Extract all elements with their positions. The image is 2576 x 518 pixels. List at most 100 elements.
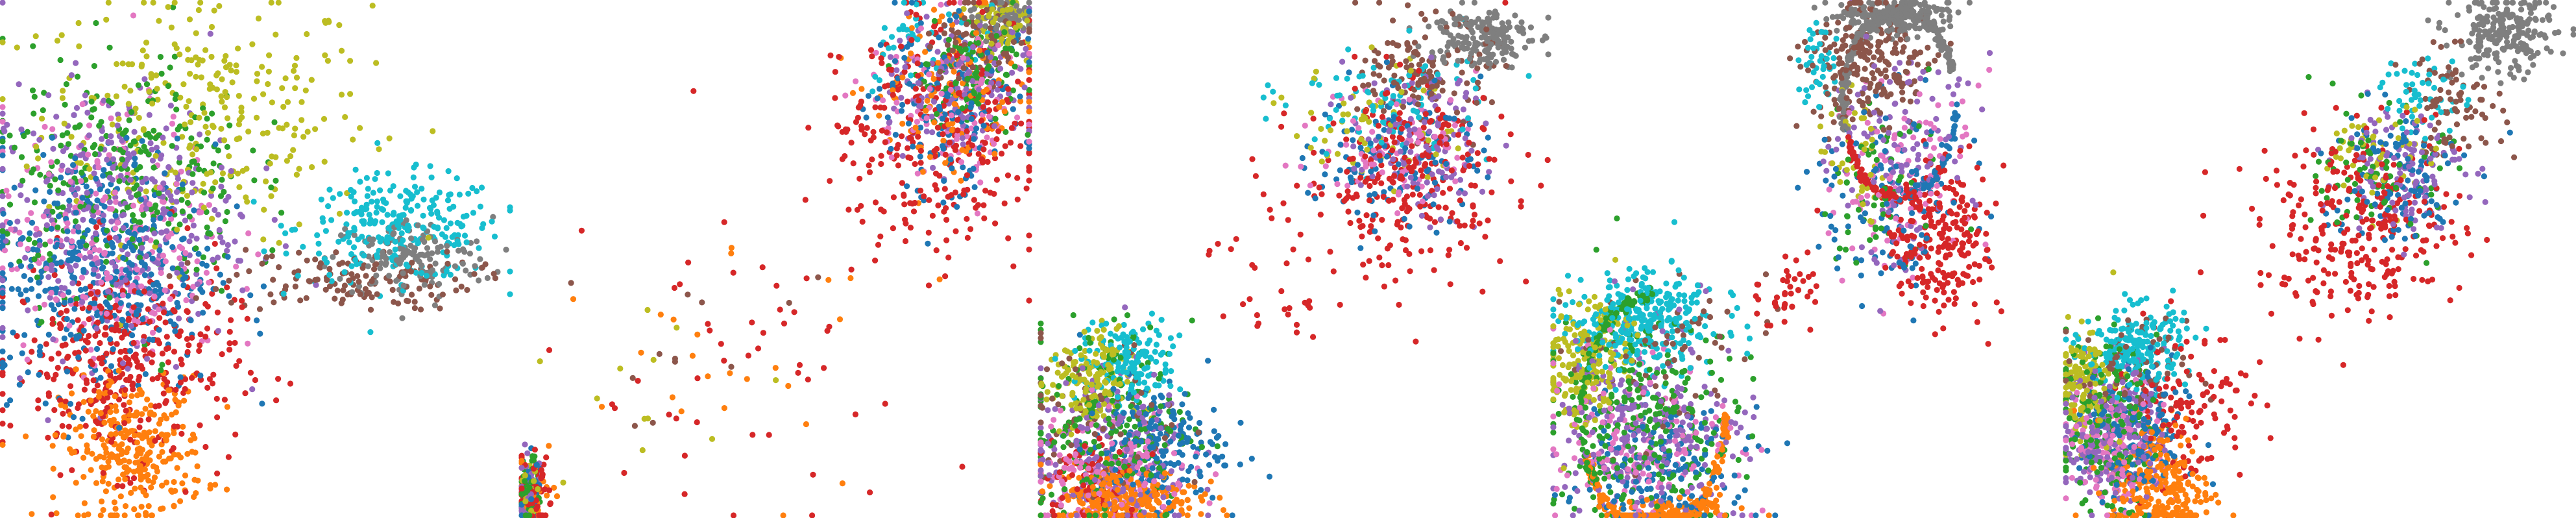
scatter-point — [69, 186, 75, 193]
scatter-point — [178, 261, 185, 267]
scatter-point — [162, 258, 169, 265]
scatter-point — [142, 371, 149, 378]
scatter-point — [374, 169, 380, 177]
scatter-point — [127, 436, 134, 443]
scatter-point — [1147, 324, 1154, 330]
scatter-point — [228, 299, 235, 306]
scatter-point — [132, 486, 138, 492]
scatter-point — [170, 114, 176, 120]
scatter-point — [58, 174, 64, 181]
scatter-point — [474, 188, 480, 195]
scatter-point — [263, 165, 270, 171]
scatter-point — [312, 256, 319, 263]
scatter-point — [292, 85, 298, 92]
scatter-point — [1005, 235, 1012, 241]
scatter-point — [158, 269, 164, 277]
scatter-point — [103, 449, 110, 456]
scatter-point — [103, 488, 109, 495]
scatter-point — [960, 164, 966, 171]
scatter-point — [204, 325, 211, 332]
scatter-point — [948, 192, 954, 199]
scatter-point — [476, 277, 482, 284]
scatter-point — [321, 158, 328, 165]
scatter-point — [391, 210, 397, 216]
scatter-point — [252, 376, 258, 384]
scatter-point — [140, 212, 147, 218]
scatter-point — [685, 259, 692, 265]
scatter-point — [229, 79, 236, 86]
scatter-point — [66, 197, 73, 204]
scatter-point — [244, 199, 250, 205]
scatter-point — [955, 90, 962, 97]
scatter-point — [85, 151, 91, 158]
scatter-point — [876, 112, 882, 119]
scatter-point — [104, 156, 110, 163]
scatter-point — [160, 140, 167, 146]
scatter-point — [984, 49, 991, 56]
scatter-point — [836, 54, 842, 60]
scatter-point — [114, 323, 120, 329]
scatter-point — [228, 67, 234, 74]
scatter-point — [390, 231, 396, 238]
scatter-point — [279, 125, 286, 132]
scatter-point — [77, 243, 84, 250]
scatter-point — [136, 386, 143, 393]
scatter-point — [193, 271, 200, 277]
scatter-point — [184, 193, 190, 199]
scatter-point — [324, 58, 331, 64]
scatter-point — [65, 167, 71, 174]
scatter-point — [334, 288, 341, 294]
scatter-point — [136, 236, 143, 243]
scatter-point — [182, 386, 188, 392]
scatter-point — [82, 92, 88, 99]
scatter-point — [917, 147, 924, 154]
scatter-point — [434, 208, 441, 215]
scatter-point — [953, 39, 959, 45]
scatter-point — [200, 310, 206, 316]
scatter-point — [212, 206, 218, 214]
scatter-point — [246, 268, 252, 275]
scatter-point — [423, 273, 430, 279]
scatter-point — [111, 512, 117, 518]
scatter-point — [64, 368, 71, 375]
scatter-point — [80, 474, 87, 480]
scatter-point — [866, 169, 873, 175]
scatter-point — [892, 58, 898, 64]
scatter-point — [459, 260, 467, 267]
scatter-point — [139, 138, 145, 144]
scatter-point — [36, 352, 43, 358]
scatter-point — [1282, 102, 1289, 108]
scatter-point — [271, 299, 277, 306]
scatter-point — [112, 225, 119, 232]
scatter-point — [112, 189, 118, 196]
scatter-point — [369, 3, 376, 9]
scatter-point — [928, 92, 934, 99]
scatter-point — [284, 99, 291, 105]
scatter-point — [971, 5, 977, 12]
scatter-point — [947, 156, 954, 163]
scatter-point — [31, 93, 38, 100]
scatter-point — [215, 328, 221, 334]
scatter-point — [126, 117, 132, 123]
scatter-point — [447, 220, 454, 227]
scatter-point — [322, 286, 329, 293]
scatter-point — [948, 112, 954, 119]
scatter-point — [644, 415, 651, 422]
scatter-point — [942, 151, 949, 158]
scatter-point — [151, 230, 158, 237]
scatter-point — [99, 360, 105, 367]
scatter-point — [885, 45, 892, 51]
scatter-point — [174, 189, 180, 195]
scatter-point — [138, 504, 145, 510]
scatter-point — [224, 247, 230, 254]
scatter-point — [1026, 177, 1032, 184]
scatter-point — [923, 14, 930, 20]
scatter-point — [249, 41, 256, 47]
scatter-point — [37, 343, 43, 350]
scatter-point — [363, 175, 371, 181]
scatter-point — [1297, 231, 1304, 238]
scatter-point — [218, 125, 225, 132]
scatter-point — [1010, 263, 1017, 269]
scatter-point — [295, 273, 301, 279]
scatter-point — [62, 341, 69, 348]
